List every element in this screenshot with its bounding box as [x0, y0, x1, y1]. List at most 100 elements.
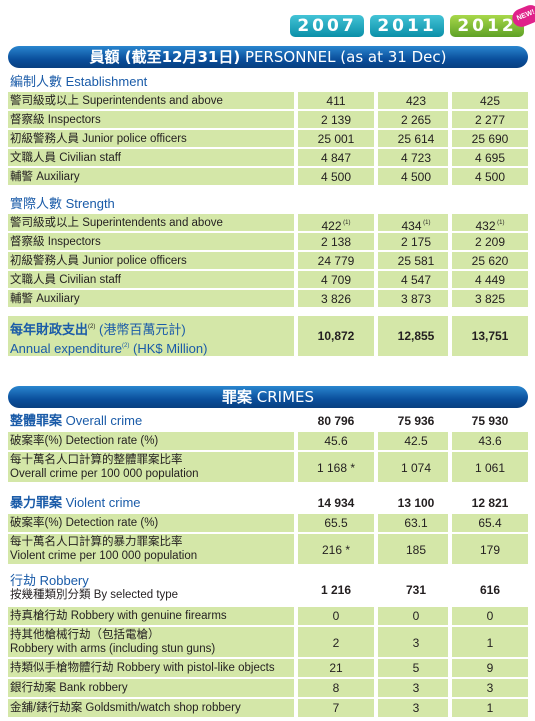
establishment-row-1-value-2012: 425	[479, 94, 501, 108]
violent-crime-heading-value-2011: 13 100	[397, 496, 435, 510]
strength-row-5-value-2012: 3 825	[474, 292, 506, 306]
label-text: 持真槍行劫 Robbery with genuine firearms	[10, 610, 227, 622]
column-separator	[448, 534, 452, 564]
strength-row-5-value-2011: 3 873	[400, 292, 432, 306]
label-text: 初級警務人員 Junior police officers	[10, 255, 187, 267]
year-tab-2007: 2007	[290, 15, 364, 37]
robbery-row-4-label: 銀行劫案 Bank robbery	[10, 681, 128, 695]
column-separator	[448, 627, 452, 657]
column-separator	[294, 534, 298, 564]
overall-crime-heading-value-2011: 75 936	[397, 414, 435, 428]
establishment-row-5: 輔警 Auxiliary 4 500 4 500 4 500	[8, 168, 528, 185]
label-text: 輔警 Auxiliary	[10, 293, 80, 305]
column-separator	[374, 699, 378, 717]
strength-row-3-value-2011: 25 581	[397, 254, 435, 268]
expenditure-2012: 13,751	[471, 329, 509, 343]
column-separator	[374, 679, 378, 697]
column-separator	[374, 607, 378, 625]
footnote-marker: (1)	[495, 220, 505, 226]
label-text: 輔警 Auxiliary	[10, 171, 80, 183]
label-line: 按幾種類別分類 By selected type	[10, 589, 179, 601]
overall-per100k-row: 每十萬名人口計算的整體罪案比率 Overall crime per 100 000…	[8, 452, 528, 482]
column-separator	[374, 534, 378, 564]
strength-row-2-value-2011: 2 175	[400, 235, 432, 249]
label-line: 行劫 Robbery	[10, 573, 89, 588]
robbery-row-4-value-2007: 8	[332, 681, 340, 695]
establishment-row-4-value-2011: 4 723	[400, 151, 432, 165]
strength-row-3-value-2007: 24 779	[317, 254, 355, 268]
establishment-row-5-value-2007: 4 500	[320, 170, 352, 184]
violent-per100k-row-value-2011: 185	[405, 543, 427, 557]
establishment-row-3-value-2007: 25 001	[317, 132, 355, 146]
strength-row-1-value-2011: 434 (1)	[401, 219, 431, 233]
strength-row-3: 初級警務人員 Junior police officers 24 779 25 58…	[8, 252, 528, 269]
overall-detection-row-value-2011: 42.5	[404, 434, 428, 448]
column-separator	[448, 271, 452, 288]
column-separator	[374, 452, 378, 482]
year-tab-2011: 2011	[370, 15, 444, 37]
robbery-row-3-value-2012: 9	[486, 661, 494, 675]
violent-detection-row-value-2012: 65.4	[478, 516, 502, 530]
establishment-row-3-label: 初級警務人員 Junior police officers	[10, 132, 187, 146]
column-separator	[374, 659, 378, 677]
year-tabs: 2007 2011 2012 NEW!	[290, 2, 535, 41]
column-separator	[448, 699, 452, 717]
column-separator	[294, 252, 298, 269]
violent-detection-row-value-2007: 65.5	[324, 516, 348, 530]
column-separator	[294, 432, 298, 450]
column-separator	[294, 290, 298, 307]
overall-per100k-row-label: 每十萬名人口計算的整體罪案比率 Overall crime per 100 000…	[10, 453, 199, 481]
establishment-row-4-value-2007: 4 847	[320, 151, 352, 165]
establishment-row-5-label: 輔警 Auxiliary	[10, 170, 80, 184]
column-separator	[448, 149, 452, 166]
violent-per100k-row: 每十萬名人口計算的暴力罪案比率 Violent crime per 100 000…	[8, 534, 528, 564]
establishment-row-2-label: 督察級 Inspectors	[10, 113, 101, 127]
violent-detection-row-value-2011: 63.1	[404, 516, 428, 530]
label-text: 文職人員 Civilian staff	[10, 152, 121, 164]
label-text: 文職人員 Civilian staff	[10, 274, 121, 286]
overall-per100k-row-value-2011: 1 074	[400, 461, 432, 475]
robbery-heading-value-2011: 731	[405, 583, 427, 597]
label-line: 每十萬名人口計算的暴力罪案比率	[10, 536, 183, 548]
robbery-row-4-value-2011: 3	[412, 681, 420, 695]
establishment-row-5-value-2011: 4 500	[400, 170, 432, 184]
column-separator	[374, 432, 378, 450]
strength-row-2-value-2007: 2 138	[320, 235, 352, 249]
establishment-row-2-value-2011: 2 265	[400, 113, 432, 127]
personnel-header: 員額 (截至12月31日) PERSONNEL (as at 31 Dec)	[8, 46, 528, 68]
robbery-row-2-label: 持其他槍械行劫（包括電槍） Robbery with arms (includin…	[10, 628, 215, 656]
label-text: 破案率(%) Detection rate (%)	[10, 435, 159, 447]
column-separator	[374, 252, 378, 269]
violent-crime-heading-value-2012: 12 821	[471, 496, 509, 510]
strength-row-4-label: 文職人員 Civilian staff	[10, 273, 121, 287]
robbery-row-5-value-2012: 1	[486, 701, 494, 715]
column-separator	[374, 168, 378, 185]
column-separator	[294, 514, 298, 532]
label-text: 警司級或以上 Superintendents and above	[10, 217, 223, 229]
column-separator	[374, 514, 378, 532]
label-text: 銀行劫案 Bank robbery	[10, 682, 128, 694]
robbery-row-4-value-2012: 3	[486, 681, 494, 695]
column-separator	[374, 130, 378, 147]
violent-per100k-row-value-2007: 216 *	[321, 543, 351, 557]
column-separator	[448, 452, 452, 482]
column-separator	[374, 214, 378, 231]
establishment-row-5-value-2012: 4 500	[474, 170, 506, 184]
column-separator	[294, 271, 298, 288]
establishment-row-3-value-2012: 25 690	[471, 132, 509, 146]
column-separator	[448, 679, 452, 697]
column-separator	[448, 111, 452, 128]
label-text: 破案率(%) Detection rate (%)	[10, 517, 159, 529]
label-line: 持其他槍械行劫（包括電槍）	[10, 629, 160, 641]
strength-row-5-label: 輔警 Auxiliary	[10, 292, 80, 306]
overall-detection-row: 破案率(%) Detection rate (%) 45.6 42.5 43.6	[8, 432, 528, 450]
label-text: 金舖/錶行劫案 Goldsmith/watch shop robbery	[10, 702, 241, 714]
strength-row-3-label: 初級警務人員 Junior police officers	[10, 254, 187, 268]
robbery-row-4: 銀行劫案 Bank robbery 8 3 3	[8, 679, 528, 697]
column-separator	[374, 290, 378, 307]
strength-row-2-label: 督察級 Inspectors	[10, 235, 101, 249]
establishment-row-2: 督察級 Inspectors 2 139 2 265 2 277	[8, 111, 528, 128]
column-separator	[448, 252, 452, 269]
column-separator	[448, 233, 452, 250]
establishment-row-2-value-2012: 2 277	[474, 113, 506, 127]
